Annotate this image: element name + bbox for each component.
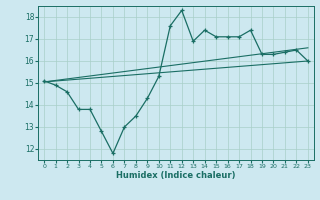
X-axis label: Humidex (Indice chaleur): Humidex (Indice chaleur) bbox=[116, 171, 236, 180]
